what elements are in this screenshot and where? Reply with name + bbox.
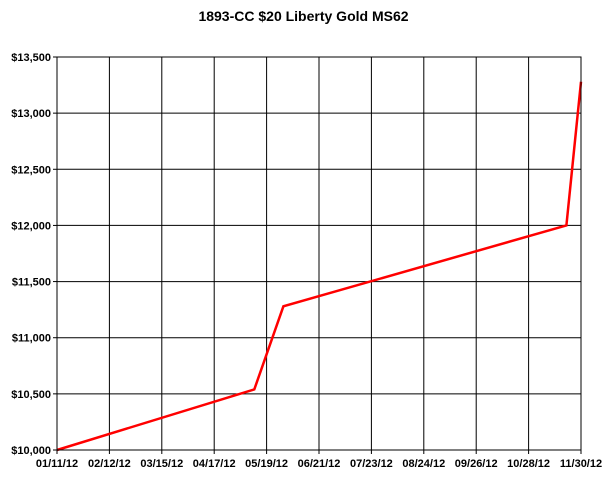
x-tick-label: 08/24/12 bbox=[402, 458, 445, 470]
x-tick-label: 02/12/12 bbox=[88, 458, 131, 470]
x-tick-label: 04/17/12 bbox=[193, 458, 236, 470]
price-series-line bbox=[56, 81, 583, 452]
series-layer bbox=[56, 81, 583, 452]
x-tick-label: 10/28/12 bbox=[507, 458, 550, 470]
chart-title: 1893-CC $20 Liberty Gold MS62 bbox=[198, 8, 409, 24]
y-tick-label: $13,000 bbox=[11, 108, 51, 120]
plot-border bbox=[56, 56, 582, 451]
x-tick-label: 09/26/12 bbox=[455, 458, 498, 470]
y-tick-label: $11,000 bbox=[12, 333, 51, 345]
grid-layer bbox=[56, 56, 582, 451]
y-tick-label: $13,500 bbox=[11, 52, 51, 64]
axis-layer: $10,000 $10,500 $11,000 $11,500 $12,000 $12,5… bbox=[11, 52, 602, 470]
y-tick-label: $11,500 bbox=[12, 277, 51, 289]
x-tick-label: 11/30/12 bbox=[560, 458, 602, 470]
y-tick-label: $12,500 bbox=[11, 164, 51, 176]
y-tick-label: $10,500 bbox=[11, 389, 51, 401]
x-tick-label: 03/15/12 bbox=[140, 458, 183, 470]
x-tick-label: 01/11/12 bbox=[36, 458, 78, 470]
x-tick-label: 06/21/12 bbox=[298, 458, 341, 470]
x-tick-label: 07/23/12 bbox=[350, 458, 393, 470]
y-tick-label: $10,000 bbox=[11, 445, 51, 457]
y-tick-label: $12,000 bbox=[11, 220, 51, 232]
x-tick-label: 05/19/12 bbox=[245, 458, 288, 470]
